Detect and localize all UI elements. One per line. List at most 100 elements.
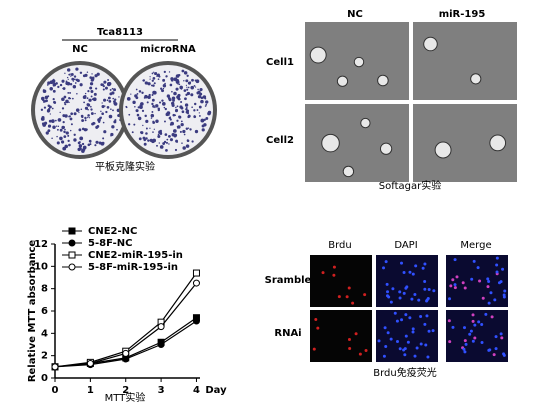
colony bbox=[89, 143, 92, 146]
colony bbox=[155, 119, 159, 123]
x-axis-label: Day bbox=[205, 385, 227, 396]
nucleus bbox=[408, 316, 412, 320]
colony bbox=[174, 148, 178, 152]
colony bbox=[59, 111, 61, 114]
colony bbox=[108, 99, 112, 103]
colony bbox=[95, 140, 99, 144]
colony bbox=[153, 128, 155, 130]
colony bbox=[140, 102, 144, 106]
colony bbox=[205, 103, 208, 106]
nucleus bbox=[493, 298, 497, 302]
colony bbox=[114, 98, 117, 101]
colony bbox=[200, 118, 205, 123]
colony bbox=[170, 78, 174, 82]
colony bbox=[100, 141, 105, 146]
colony bbox=[63, 135, 67, 138]
colony bbox=[178, 83, 181, 86]
nucleus bbox=[398, 347, 402, 351]
nucleus bbox=[386, 331, 390, 335]
colony bbox=[137, 116, 142, 121]
colony bbox=[106, 106, 110, 109]
nucleus bbox=[377, 339, 381, 343]
colony bbox=[189, 81, 192, 84]
colony bbox=[158, 101, 162, 104]
nucleus bbox=[382, 354, 386, 358]
nucleus bbox=[403, 353, 407, 357]
nucleus bbox=[469, 329, 473, 333]
caption: Brdu免疫荧光 bbox=[373, 366, 436, 379]
nucleus bbox=[502, 353, 506, 357]
colony bbox=[125, 105, 128, 108]
nucleus bbox=[492, 353, 496, 357]
colony bbox=[127, 123, 131, 126]
x-tick-label: 4 bbox=[193, 385, 200, 396]
nucleus bbox=[473, 323, 477, 327]
colony bbox=[72, 80, 75, 82]
colony bbox=[158, 142, 161, 144]
colony bbox=[93, 122, 96, 125]
nucleus bbox=[448, 340, 452, 344]
nucleus bbox=[462, 347, 466, 351]
colony bbox=[82, 145, 87, 150]
micrograph bbox=[305, 104, 409, 182]
colony bbox=[141, 109, 145, 112]
colony bbox=[153, 71, 155, 73]
colony bbox=[144, 114, 147, 118]
colony bbox=[107, 96, 111, 100]
column-label: NC bbox=[347, 9, 363, 20]
colony bbox=[186, 91, 191, 96]
nucleus bbox=[423, 287, 427, 291]
colony bbox=[187, 127, 190, 129]
nucleus bbox=[471, 319, 475, 323]
nucleus bbox=[473, 336, 477, 340]
colony bbox=[150, 117, 153, 119]
colony bbox=[78, 111, 80, 114]
colony bbox=[49, 113, 51, 115]
row-label: Cell1 bbox=[266, 57, 294, 68]
colony bbox=[87, 90, 90, 93]
colony bbox=[67, 68, 71, 72]
colony bbox=[191, 78, 194, 82]
colony bbox=[47, 108, 51, 111]
colony bbox=[47, 81, 51, 85]
colony bbox=[151, 102, 154, 106]
colony bbox=[147, 82, 151, 86]
colony bbox=[161, 99, 164, 102]
caption: MTT实验 bbox=[105, 391, 146, 404]
colony bbox=[90, 108, 93, 111]
nucleus bbox=[453, 283, 457, 287]
nucleus bbox=[423, 262, 427, 266]
colony bbox=[151, 98, 155, 102]
colony bbox=[157, 133, 160, 136]
colony bbox=[69, 97, 72, 100]
colony bbox=[104, 86, 108, 90]
colony bbox=[52, 125, 56, 129]
colony bbox=[191, 106, 193, 109]
nucleus bbox=[477, 320, 481, 324]
colony bbox=[197, 95, 202, 99]
colony bbox=[150, 84, 153, 87]
colony bbox=[69, 83, 73, 86]
colony bbox=[53, 83, 55, 85]
colony bbox=[138, 137, 142, 141]
nucleus bbox=[384, 260, 388, 264]
legend-label: 5-8F-miR-195-in bbox=[88, 262, 178, 273]
column-label: microRNA bbox=[140, 44, 196, 55]
colony bbox=[165, 75, 168, 78]
nucleus bbox=[500, 336, 504, 340]
colony bbox=[151, 111, 154, 113]
nucleus bbox=[398, 296, 402, 300]
nucleus bbox=[337, 295, 341, 299]
colony bbox=[111, 91, 115, 95]
nucleus bbox=[487, 279, 491, 283]
colony bbox=[61, 140, 65, 144]
nucleus bbox=[389, 300, 393, 304]
colony bbox=[160, 87, 163, 90]
colony bbox=[183, 133, 186, 136]
nucleus bbox=[451, 278, 455, 282]
nucleus bbox=[455, 275, 459, 279]
point bbox=[86, 359, 94, 367]
nucleus bbox=[415, 346, 419, 350]
colony bbox=[51, 107, 54, 110]
nucleus bbox=[423, 322, 427, 326]
